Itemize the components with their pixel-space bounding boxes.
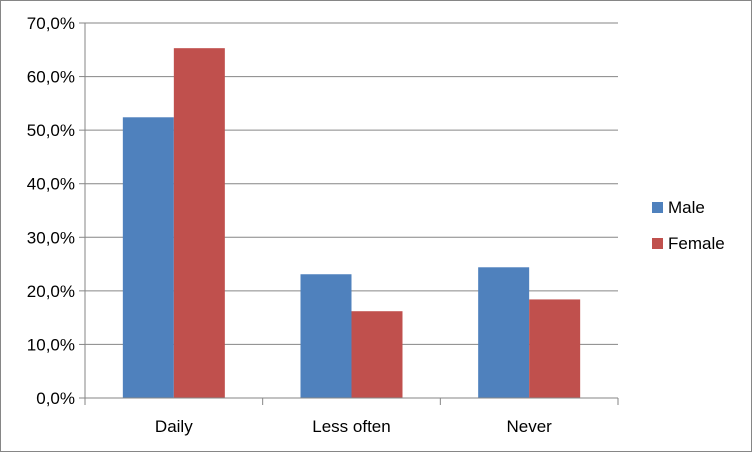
y-tick-label: 60,0% [27, 68, 75, 87]
y-tick-label: 20,0% [27, 282, 75, 301]
legend-label-male: Male [668, 198, 705, 217]
bar-female-daily [173, 48, 225, 399]
y-tick-label: 10,0% [27, 335, 75, 354]
legend-swatch-male [652, 202, 663, 213]
y-tick-label: 40,0% [27, 175, 75, 194]
x-category-labels: Daily Less often Never [155, 417, 552, 436]
legend-label-female: Female [668, 234, 725, 253]
y-tick-label: 30,0% [27, 228, 75, 247]
bars [122, 48, 581, 399]
bar-female-less-often [351, 311, 403, 398]
bar-female-never [529, 299, 581, 398]
bar-male-never [478, 267, 530, 398]
bar-male-daily [122, 117, 174, 399]
y-tick-labels: 0,0% 10,0% 20,0% 30,0% 40,0% 50,0% 60,0% 70,0% [27, 14, 75, 408]
x-category-label: Less often [312, 417, 390, 436]
axes [79, 22, 619, 405]
legend: Male Female [652, 198, 725, 253]
x-category-label: Daily [155, 417, 193, 436]
y-tick-label: 70,0% [27, 14, 75, 33]
y-tick-label: 50,0% [27, 121, 75, 140]
x-category-label: Never [506, 417, 552, 436]
y-tick-label: 0,0% [36, 389, 75, 408]
bar-male-less-often [300, 274, 352, 398]
legend-swatch-female [652, 238, 663, 249]
